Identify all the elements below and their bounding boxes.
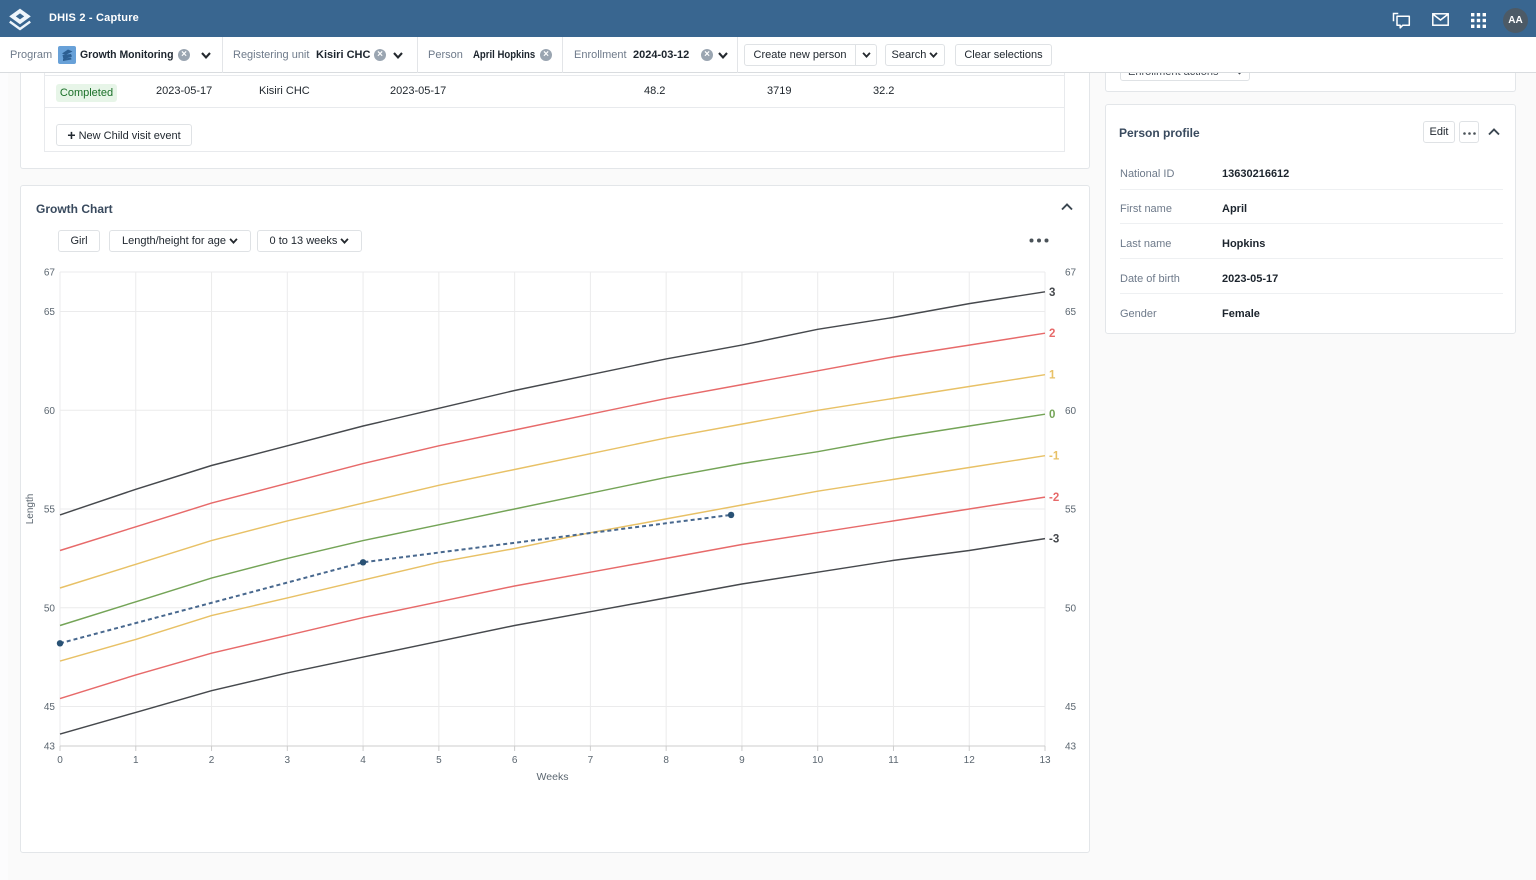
svg-text:60: 60 <box>44 406 56 417</box>
svg-text:45: 45 <box>1065 702 1077 713</box>
svg-text:50: 50 <box>1065 603 1077 614</box>
svg-text:65: 65 <box>44 307 56 318</box>
svg-text:55: 55 <box>44 505 56 516</box>
svg-text:-3: -3 <box>1049 534 1059 546</box>
svg-text:2: 2 <box>209 755 215 766</box>
svg-text:60: 60 <box>1065 406 1077 417</box>
svg-text:55: 55 <box>1065 505 1077 516</box>
svg-text:1: 1 <box>1049 370 1056 382</box>
svg-text:0: 0 <box>1049 409 1055 421</box>
svg-text:65: 65 <box>1065 307 1077 318</box>
svg-text:4: 4 <box>360 755 366 766</box>
svg-text:9: 9 <box>739 755 745 766</box>
svg-text:10: 10 <box>812 755 824 766</box>
svg-text:43: 43 <box>44 742 56 753</box>
svg-text:3: 3 <box>1049 287 1055 299</box>
svg-text:13: 13 <box>1039 755 1051 766</box>
svg-text:1: 1 <box>133 755 139 766</box>
svg-text:-2: -2 <box>1049 492 1059 504</box>
svg-text:12: 12 <box>964 755 976 766</box>
svg-text:8: 8 <box>663 755 669 766</box>
svg-text:Length: Length <box>25 494 36 525</box>
svg-text:5: 5 <box>436 755 442 766</box>
svg-text:Weeks: Weeks <box>537 771 569 783</box>
svg-text:7: 7 <box>588 755 594 766</box>
svg-text:-1: -1 <box>1049 451 1060 463</box>
svg-text:50: 50 <box>44 603 56 614</box>
svg-text:11: 11 <box>888 755 899 766</box>
svg-text:3: 3 <box>285 755 291 766</box>
svg-text:67: 67 <box>1065 268 1077 279</box>
svg-text:0: 0 <box>57 755 63 766</box>
svg-text:2: 2 <box>1049 328 1055 340</box>
svg-text:67: 67 <box>44 268 56 279</box>
svg-text:43: 43 <box>1065 742 1077 753</box>
svg-text:45: 45 <box>44 702 56 713</box>
svg-text:6: 6 <box>512 755 518 766</box>
